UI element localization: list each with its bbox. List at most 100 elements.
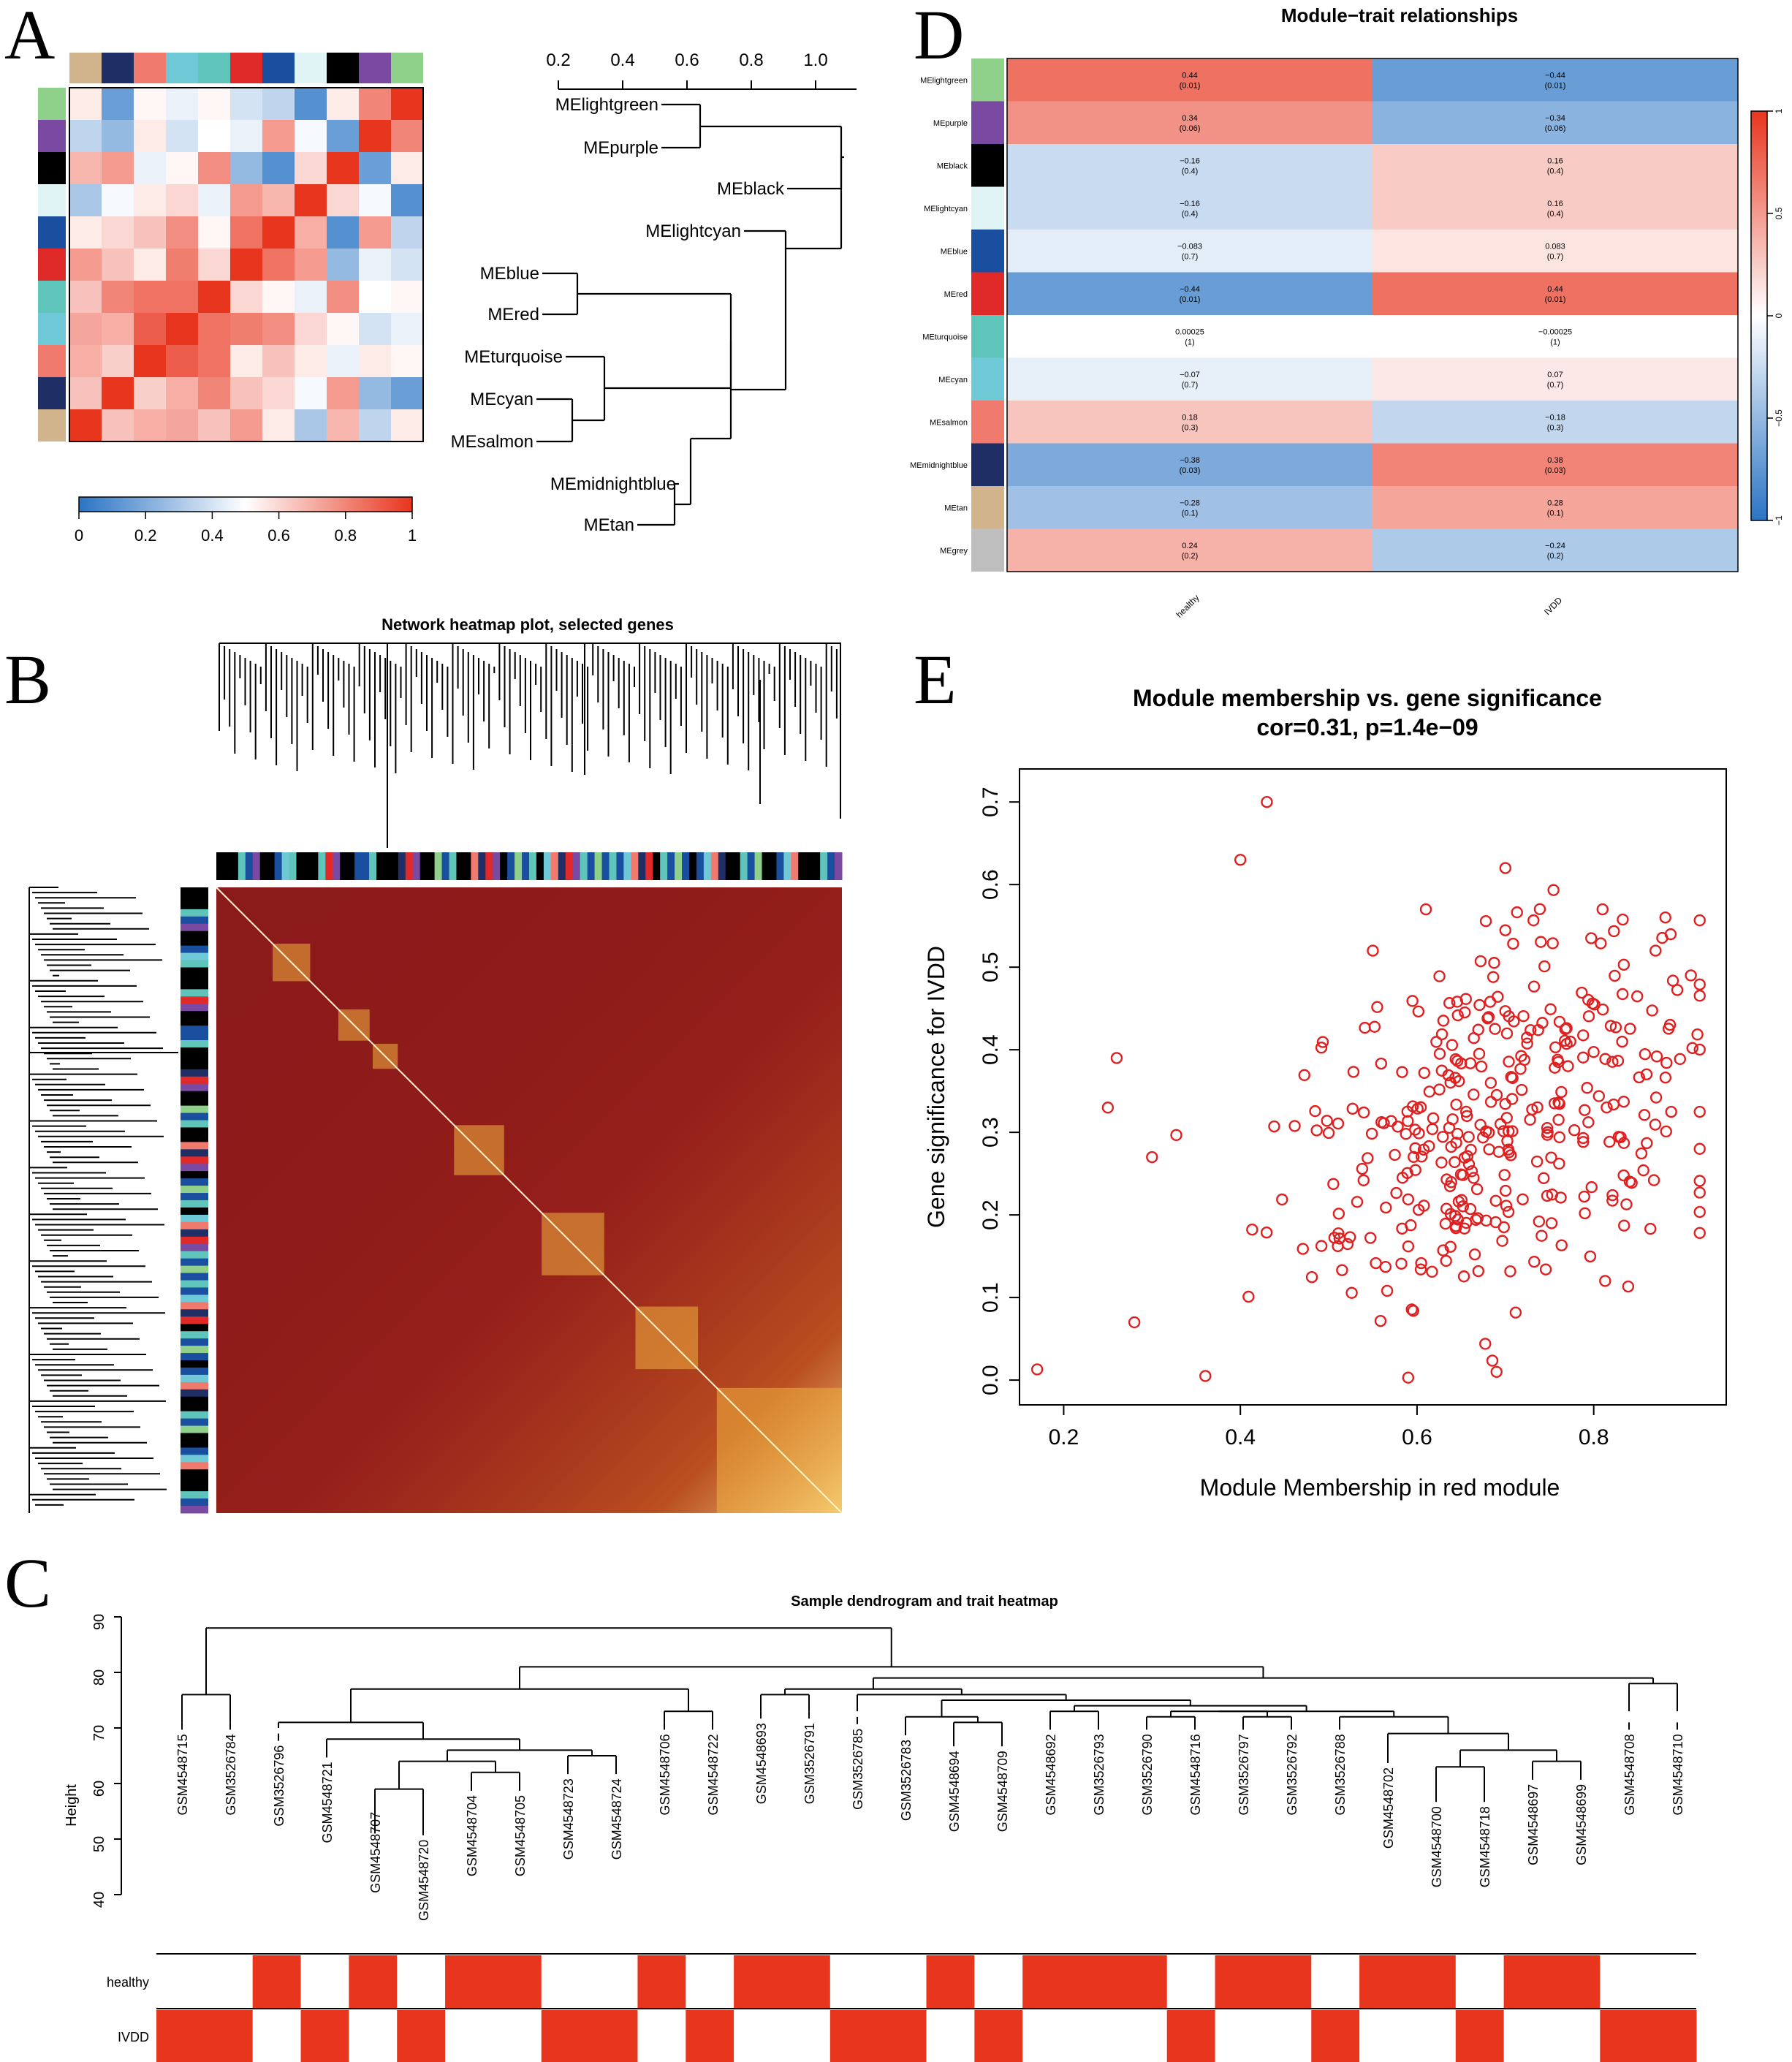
scatter-point	[1578, 1190, 1590, 1203]
module-strip-top	[558, 852, 566, 880]
trait-row-label: IVDD	[118, 2030, 149, 2044]
module-strip-top	[383, 852, 392, 880]
scatter-point	[1472, 1023, 1484, 1036]
scatter-point	[1407, 1305, 1420, 1317]
colorbar-tick-label: 0.8	[335, 526, 357, 545]
scatter-point	[1599, 1275, 1611, 1287]
module-row-label: MEturquoise	[922, 333, 968, 341]
adjacency-cell	[166, 184, 199, 217]
scatter-point	[1693, 1227, 1706, 1240]
scatter-point	[1405, 1219, 1417, 1232]
module-trait-cell	[1373, 443, 1739, 487]
trait-cell-ivdd	[686, 2010, 734, 2062]
module-color-side-red	[38, 249, 66, 281]
sample-label: GSM3526788	[1333, 1734, 1348, 1815]
module-trait-cell	[1373, 272, 1739, 316]
module-strip-top	[798, 852, 806, 880]
panel-label-a: A	[4, 0, 56, 74]
scatter-y-tick-label: 0.6	[979, 869, 1003, 900]
scatter-point	[1517, 1009, 1530, 1023]
dendrogram-axis-label: 1.0	[803, 50, 827, 70]
module-trait-cor: 0.38	[1547, 456, 1563, 465]
trait-cell-ivdd	[1166, 2010, 1216, 2062]
module-strip-top	[449, 852, 457, 880]
scatter-point	[1616, 1035, 1628, 1048]
module-trait-cor: 0.24	[1182, 542, 1197, 550]
trait-cell-healthy	[829, 1955, 879, 2008]
module-strip-left	[181, 1004, 208, 1012]
trait-cell-healthy	[974, 1955, 1023, 2008]
trait-cell-ivdd	[1118, 2010, 1168, 2062]
module-leaf-label: MEblue	[480, 264, 539, 284]
scatter-point	[1433, 1047, 1446, 1060]
module-strip-left	[181, 1287, 208, 1295]
scatter-point	[1322, 1126, 1335, 1140]
trait-cell-healthy	[541, 1955, 591, 2008]
module-row-label: MEtan	[944, 504, 968, 512]
scatter-point	[1128, 1316, 1141, 1329]
scatter-point	[1234, 854, 1247, 866]
adjacency-cell	[262, 216, 295, 249]
module-strip-left	[181, 1011, 208, 1019]
module-row-label: MEred	[944, 290, 968, 299]
scatter-point	[1439, 1217, 1452, 1230]
sample-label: GSM3526790	[1140, 1734, 1155, 1815]
scatter-point	[1608, 925, 1620, 938]
scatter-point	[1426, 1123, 1439, 1135]
scatter-point	[1406, 995, 1419, 1007]
scatter-point	[1505, 1149, 1517, 1161]
scatter-point	[1538, 1172, 1550, 1185]
module-strip-left	[181, 1360, 208, 1368]
panel-label-e: E	[914, 640, 957, 719]
module-strip-top	[565, 852, 574, 880]
module-row-label: MEblue	[941, 247, 968, 256]
adjacency-cell	[134, 120, 167, 153]
adjacency-cell	[69, 345, 102, 378]
module-strip-top	[390, 852, 399, 880]
scatter-point	[1412, 1203, 1425, 1216]
module-row-label: MEmidnightblue	[910, 461, 968, 470]
module-strip-top	[405, 852, 414, 880]
module-strip-left	[181, 887, 208, 895]
trait-cell-ivdd	[1311, 2010, 1360, 2062]
adjacency-cell	[198, 88, 231, 121]
scatter-point	[1618, 1219, 1630, 1232]
trait-column-label: healthy	[1174, 593, 1201, 620]
module-trait-cell	[1007, 401, 1373, 444]
scatter-point	[1481, 1012, 1494, 1025]
module-strip-top	[696, 852, 705, 880]
module-strip-left	[181, 1113, 208, 1121]
module-strip-top	[274, 852, 283, 880]
scatter-point	[1490, 1088, 1503, 1102]
sample-y-tick-label: 60	[91, 1781, 107, 1797]
module-color-red	[971, 272, 1004, 315]
scatter-point	[1433, 970, 1446, 982]
scatter-point	[1553, 1157, 1565, 1170]
module-color-top-tan	[69, 53, 102, 83]
module-strip-left	[181, 1338, 208, 1346]
module-leaf-label: MElightgreen	[555, 95, 658, 115]
scatter-y-tick-label: 0.1	[979, 1282, 1003, 1313]
module-strip-top	[267, 852, 276, 880]
dendrogram-axis-label: 0.6	[675, 50, 699, 70]
colorbar-tick-label: −0.5	[1774, 409, 1784, 427]
module-strip-top	[529, 852, 537, 880]
network-diagonal	[216, 887, 843, 1514]
scatter-point	[1347, 1066, 1360, 1078]
scatter-point	[1693, 1142, 1706, 1155]
adjacency-cell	[198, 313, 231, 346]
module-strip-top	[616, 852, 624, 880]
module-trait-cor: −0.16	[1180, 200, 1200, 208]
module-strip-left	[181, 1498, 208, 1506]
scatter-point	[1374, 1314, 1387, 1327]
module-strip-top	[281, 852, 290, 880]
adjacency-cell	[69, 120, 102, 153]
scatter-point	[1693, 1043, 1706, 1056]
module-trait-cell	[1373, 230, 1739, 273]
module-strip-top	[419, 852, 428, 880]
scatter-point	[1381, 1284, 1394, 1297]
scatter-point	[1693, 1175, 1706, 1187]
module-trait-cell	[1007, 58, 1373, 102]
trait-cell-ivdd	[156, 2010, 205, 2062]
scatter-point	[1332, 1117, 1345, 1130]
